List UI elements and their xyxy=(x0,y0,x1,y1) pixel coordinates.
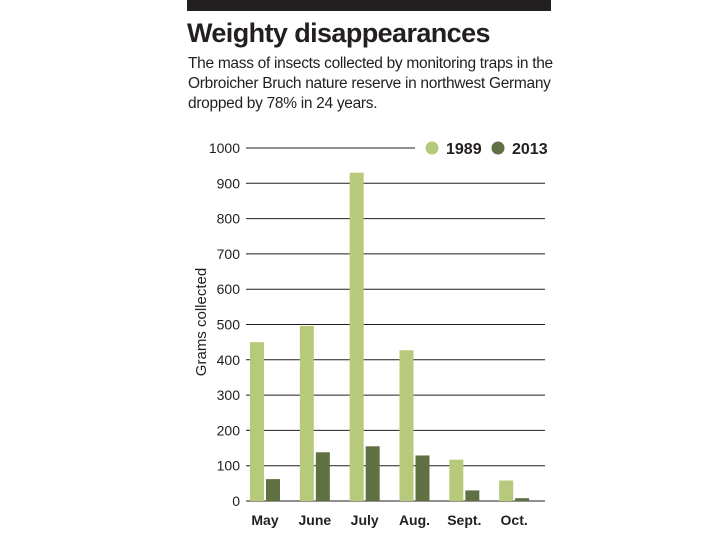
y-tick-label: 300 xyxy=(217,387,241,403)
y-tick-label: 500 xyxy=(217,317,241,333)
bar-1989-june xyxy=(299,325,314,501)
y-tick-label: 600 xyxy=(217,281,241,297)
y-tick-label: 800 xyxy=(217,211,241,227)
y-tick-label: 200 xyxy=(217,422,241,438)
bars xyxy=(250,172,530,501)
bar-1989-sept xyxy=(449,459,464,501)
legend-swatch-2013 xyxy=(491,141,505,155)
y-tick-label: 900 xyxy=(217,175,241,191)
bar-2013-aug xyxy=(415,455,430,501)
y-tick-label: 700 xyxy=(217,246,241,262)
bar-1989-oct xyxy=(499,480,514,501)
bar-2013-sept xyxy=(465,490,480,501)
legend-label-1989: 1989 xyxy=(446,141,482,158)
legend-label-2013: 2013 xyxy=(512,141,548,158)
x-tick-label: July xyxy=(351,512,379,528)
legend-swatch-1989 xyxy=(425,141,439,155)
y-axis-label: Grams collected xyxy=(193,268,210,376)
top-rule-bar xyxy=(187,0,551,11)
y-tick-label: 0 xyxy=(232,493,240,509)
y-tick-label: 100 xyxy=(217,458,241,474)
bar-2013-july xyxy=(365,446,380,501)
bar-chart: Grams collected 0 100 200 300 400 500 600 700 80… xyxy=(193,140,548,528)
gridlines xyxy=(246,147,545,502)
bar-1989-may xyxy=(250,342,264,501)
bar-2013-june xyxy=(315,452,330,501)
x-tick-label: Aug. xyxy=(399,512,430,528)
x-tick-label: Sept. xyxy=(447,512,481,528)
chart-subtitle: The mass of insects collected by monitor… xyxy=(188,55,553,112)
bar-2013-oct xyxy=(515,498,530,501)
y-tick-label: 1000 xyxy=(209,140,240,156)
bar-1989-aug xyxy=(399,350,414,501)
x-tick-label: June xyxy=(298,512,331,528)
y-tick-label: 400 xyxy=(217,352,241,368)
x-tick-label: May xyxy=(251,512,278,528)
legend: 1989 2013 xyxy=(425,141,548,158)
bar-1989-july xyxy=(349,172,364,501)
x-tick-labels: May June July Aug. Sept. Oct. xyxy=(251,512,527,528)
x-tick-label: Oct. xyxy=(501,512,528,528)
bar-2013-may xyxy=(266,479,280,501)
chart-title: Weighty disappearances xyxy=(187,18,491,48)
y-tick-labels: 0 100 200 300 400 500 600 700 800 900 1000 xyxy=(209,140,240,509)
